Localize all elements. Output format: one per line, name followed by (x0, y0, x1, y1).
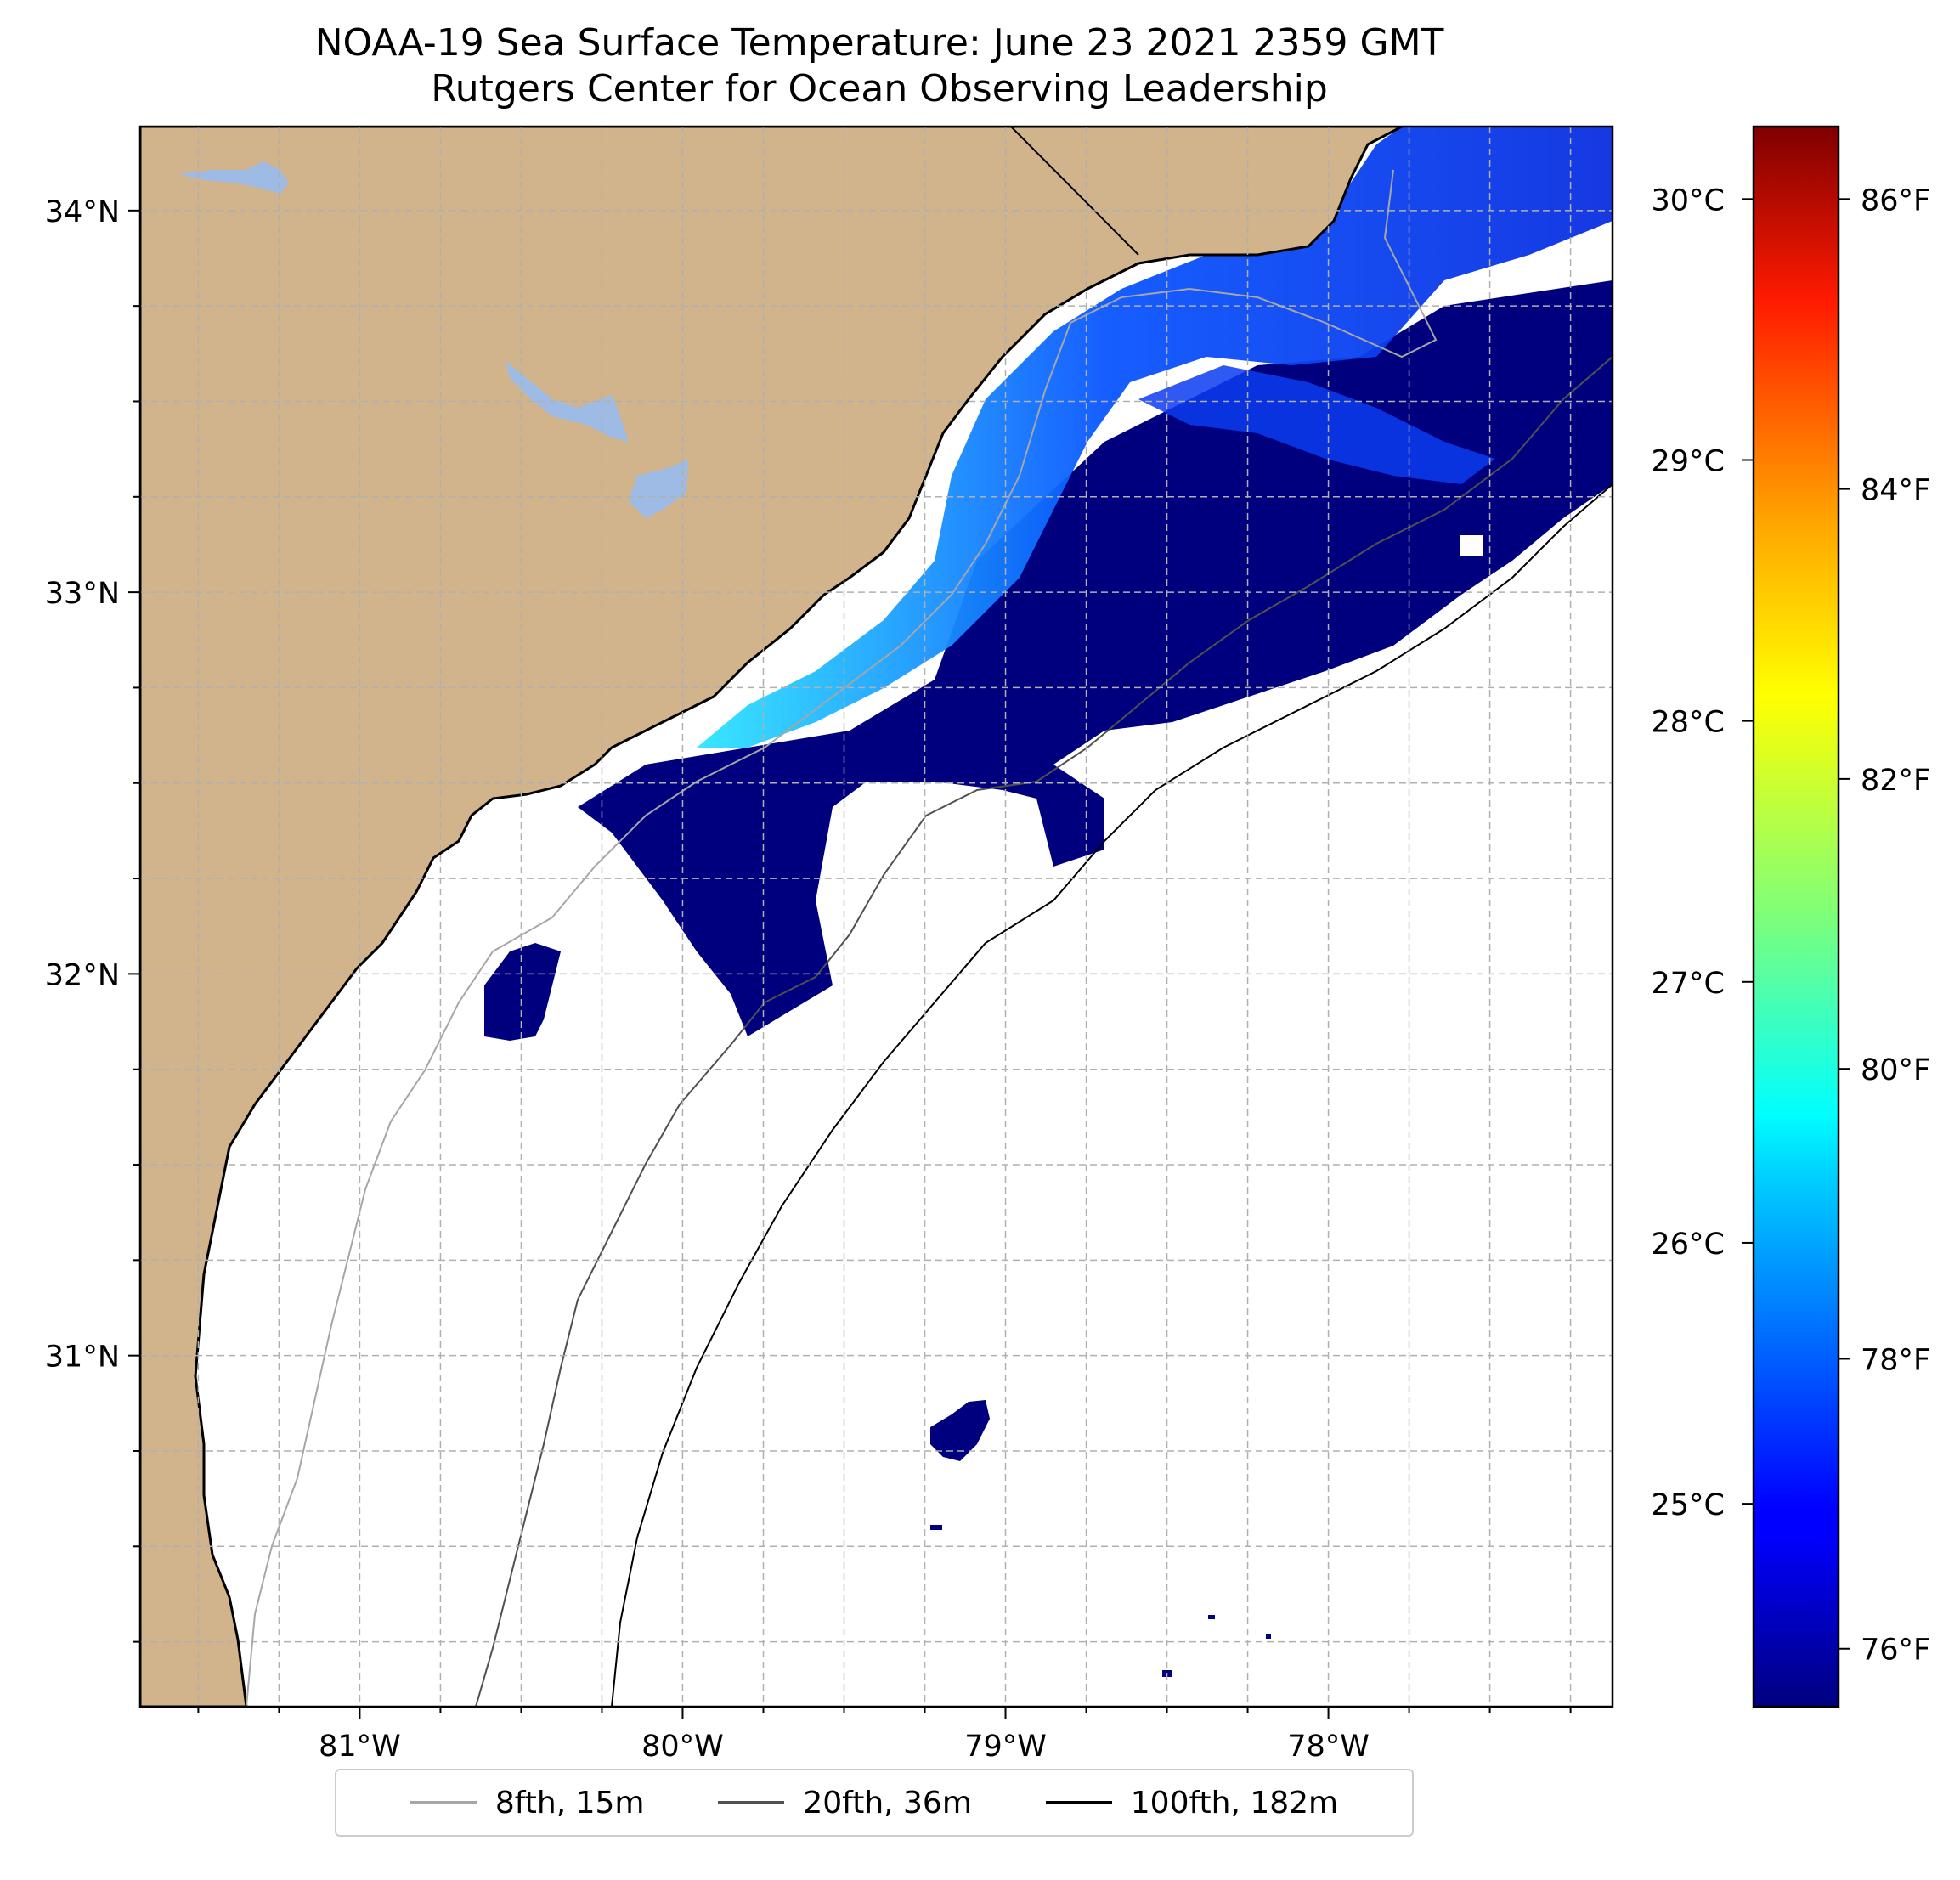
celsius-tick-label: 26°C (1652, 1228, 1725, 1262)
lake-marion (506, 361, 629, 442)
lon-tick-label: 78°W (1287, 1730, 1370, 1764)
legend-line-15m (410, 1801, 477, 1804)
map-title: NOAA-19 Sea Surface Temperature: June 23… (314, 21, 1444, 65)
lat-tick-label: 34°N (45, 195, 120, 229)
sst-speck (1208, 1615, 1215, 1619)
lat-tick-label: 33°N (45, 577, 120, 611)
sst-patch-2 (930, 1400, 990, 1461)
latitude-axis: 34°N 33°N 32°N 31°N (45, 195, 140, 1643)
contour-182m (611, 483, 1613, 1707)
land (140, 127, 1403, 1707)
sst-patch-1 (484, 943, 561, 1041)
lake-north (178, 161, 289, 194)
sst-band (1138, 365, 1495, 484)
legend-line-182m (1045, 1801, 1112, 1804)
sst-outer-shelf (578, 280, 1613, 1036)
contour-36m (475, 356, 1613, 1707)
lat-tick-label: 32°N (45, 958, 120, 992)
map-area (140, 127, 1613, 1707)
celsius-tick-label: 29°C (1652, 444, 1725, 478)
legend-label: 20fth, 36m (803, 1785, 972, 1821)
state-border (1010, 127, 1139, 256)
fahrenheit-tick-label: 86°F (1861, 183, 1930, 217)
legend-item-15m: 8fth, 15m (410, 1786, 645, 1821)
fahrenheit-tick-label: 78°F (1861, 1343, 1930, 1377)
sst-speck (930, 1525, 942, 1530)
legend-label: 100fth, 182m (1130, 1785, 1339, 1821)
fahrenheit-tick-label: 80°F (1861, 1053, 1930, 1087)
celsius-tick-label: 30°C (1652, 183, 1725, 217)
sst-speck (1266, 1634, 1271, 1639)
contour-15m (246, 169, 1438, 1707)
lon-tick-label: 81°W (319, 1730, 401, 1764)
celsius-tick-label: 25°C (1652, 1488, 1725, 1522)
fahrenheit-tick-label: 84°F (1861, 474, 1930, 508)
celsius-tick-label: 28°C (1652, 706, 1725, 740)
lat-tick-label: 31°N (45, 1341, 120, 1375)
map-frame (138, 125, 1614, 1708)
lon-tick-label: 79°W (964, 1730, 1047, 1764)
cloud-gap (1460, 535, 1483, 556)
colorbar-fahrenheit-axis: 86°F 84°F 82°F 80°F 78°F 76°F (1839, 183, 1930, 1668)
lake-moultrie (629, 459, 688, 518)
fahrenheit-tick-label: 82°F (1861, 764, 1930, 798)
legend: 8fth, 15m 20fth, 36m 100fth, 182m (335, 1769, 1414, 1837)
colorbar-celsius-axis: 30°C 29°C 28°C 27°C 26°C 25°C (1652, 183, 1754, 1522)
longitude-axis: 81°W 80°W 79°W 78°W (197, 1707, 1572, 1764)
legend-line-36m (718, 1801, 785, 1804)
gridlines (140, 127, 1613, 1707)
colorbar (1752, 125, 1840, 1708)
legend-label: 8fth, 15m (494, 1785, 645, 1821)
map-subtitle: Rutgers Center for Ocean Observing Leade… (431, 67, 1328, 110)
lon-tick-label: 80°W (641, 1730, 724, 1764)
fahrenheit-tick-label: 76°F (1861, 1634, 1930, 1668)
celsius-tick-label: 27°C (1652, 967, 1725, 1001)
legend-item-36m: 20fth, 36m (718, 1786, 972, 1821)
legend-item-182m: 100fth, 182m (1045, 1785, 1339, 1821)
